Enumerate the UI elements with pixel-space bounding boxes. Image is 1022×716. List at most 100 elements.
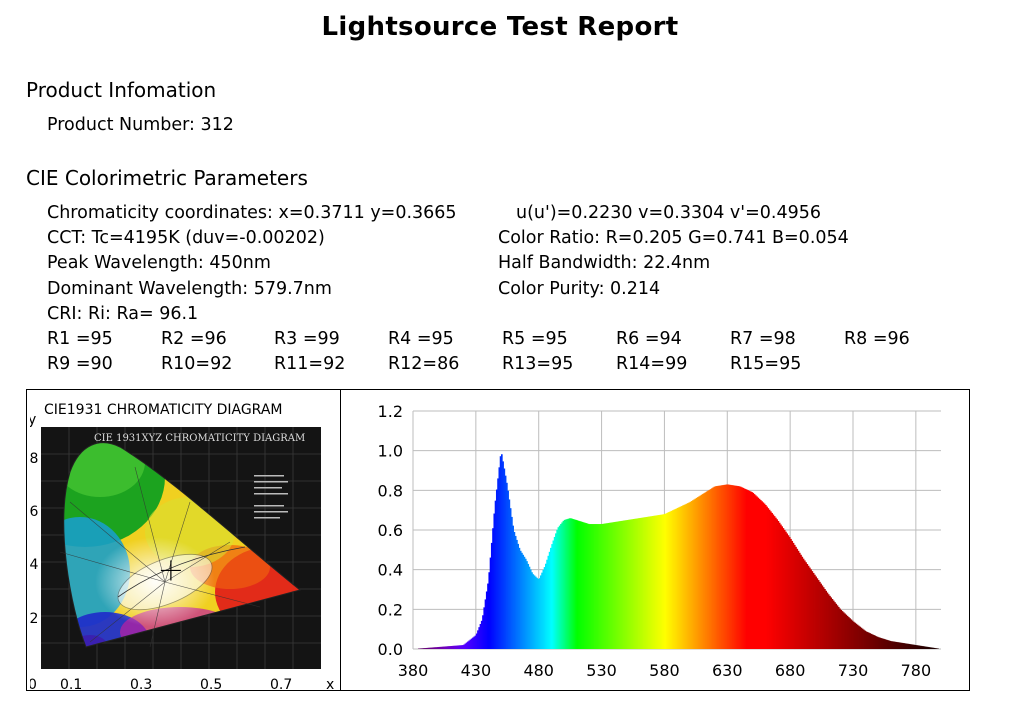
cie-x-tick: 0 — [30, 677, 37, 690]
spectrum-bar — [861, 628, 864, 649]
spectrum-bar — [576, 520, 579, 649]
spectrum-bar — [776, 519, 778, 649]
spectrum-bar — [591, 524, 594, 649]
spectrum-bar — [800, 554, 802, 649]
spectrum-bar — [817, 580, 820, 649]
spectrum-bar — [557, 527, 560, 649]
spectrum-bar — [433, 647, 435, 649]
spectrum-bar — [812, 572, 815, 649]
spectrum-bar — [771, 512, 773, 649]
ri-value: R11=92 — [274, 354, 346, 374]
spectrum-bar — [917, 645, 919, 649]
spectrum-bar — [630, 519, 633, 649]
spectrum-bar — [793, 544, 796, 650]
spectrum-bar — [733, 485, 736, 649]
spectrum-bar — [646, 516, 649, 649]
spectrum-bar — [698, 496, 701, 649]
spectrum-bar — [555, 533, 557, 649]
spectrum-bar — [788, 537, 791, 649]
spectrum-bar — [542, 569, 545, 649]
spectrum-bar — [914, 644, 917, 649]
spectrum-bar — [498, 467, 501, 649]
spectrum-bar — [599, 524, 601, 649]
chromaticity-coordinates: Chromaticity coordinates: x=0.3711 y=0.3… — [47, 203, 457, 223]
spectrum-bar — [866, 632, 869, 649]
spectrum-bar — [897, 642, 899, 649]
spectrum-bar — [702, 493, 704, 649]
spectrum-bar — [638, 518, 640, 649]
spectrum-bar — [751, 492, 753, 649]
spectrum-bar — [597, 524, 600, 649]
panel-divider — [340, 389, 341, 691]
ri-value: R14=99 — [616, 354, 688, 374]
spectrum-bar — [625, 520, 628, 649]
spectrum-bar — [922, 646, 924, 649]
spectrum-bar — [811, 571, 814, 649]
product-section-heading: Product Infomation — [26, 78, 217, 102]
y-tick-label: 0.0 — [378, 640, 403, 659]
spectrum-x-ticks: 380 430 480 530 580 630 680 730 780 — [398, 661, 931, 680]
spectrum-bar — [600, 524, 602, 649]
uv-coordinates: u(u')=0.2230 v=0.3304 v'=0.4956 — [516, 203, 821, 223]
spectrum-bar — [561, 522, 563, 649]
spectrum-bar — [827, 594, 830, 649]
spectrum-bar — [507, 490, 509, 649]
spectrum-bar — [425, 647, 428, 649]
spectrum-bar — [562, 520, 565, 649]
spectrum-bar — [626, 519, 629, 649]
spectrum-bar — [697, 497, 699, 649]
spectrum-bar — [874, 635, 877, 649]
cie-x-tick: 0.3 — [130, 677, 152, 690]
spectrum-bar — [428, 647, 430, 649]
spectrum-bar — [915, 645, 918, 649]
spectrum-bar — [709, 489, 712, 649]
spectrum-bar — [438, 646, 440, 649]
spectrum-bar — [865, 631, 868, 649]
spectrum-bar — [869, 633, 871, 649]
spectrum-bar — [732, 485, 734, 649]
spectrum-bar — [795, 546, 797, 649]
spectrum-bar — [765, 505, 767, 649]
spectrum-bar — [545, 563, 547, 649]
spectrum-bar — [858, 625, 860, 649]
spectrum-bar — [820, 583, 822, 649]
cie-y-tick: .6 — [30, 504, 38, 520]
spectrum-bar — [451, 645, 454, 649]
spectrum-bar — [878, 637, 880, 649]
spectrum-bar — [513, 531, 516, 649]
spectrum-bar — [519, 550, 522, 649]
spectrum-bar — [680, 506, 683, 649]
spectrum-bar — [614, 521, 616, 649]
spectrum-bar — [929, 647, 932, 649]
spectrum-bar — [488, 572, 491, 649]
spectrum-bar — [631, 519, 634, 649]
spectrum-bar — [864, 630, 866, 649]
spectrum-bar — [431, 647, 434, 649]
peak-wavelength: Peak Wavelength: 450nm — [47, 253, 271, 273]
spectrum-bar — [551, 544, 553, 649]
measured-point-marker — [160, 560, 181, 581]
spectrum-bar — [822, 587, 825, 649]
spectrum-bar — [444, 646, 447, 649]
spectrum-bar — [678, 507, 680, 649]
spectrum-bar — [935, 648, 938, 649]
spectrum-bar — [742, 487, 745, 649]
y-tick-label: 0.6 — [378, 521, 403, 540]
spectrum-bar — [726, 484, 728, 649]
spectrum-bar — [580, 521, 582, 649]
spectrum-bar — [690, 501, 693, 649]
spectrum-bar — [659, 514, 662, 649]
spectrum-bar — [660, 514, 663, 649]
spectrum-bar — [616, 521, 619, 649]
spectrum-bar — [419, 648, 421, 649]
spectrum-bar — [502, 461, 504, 649]
spectrum-bar — [472, 637, 474, 649]
spectrum-bar — [819, 581, 821, 649]
spectrum-bar — [620, 520, 623, 649]
spectrum-bar — [435, 647, 438, 649]
spectrum-bar — [571, 518, 574, 649]
spectrum-bar — [731, 485, 733, 649]
spectrum-bar — [568, 518, 571, 649]
spectrum-bar — [746, 489, 748, 649]
spectrum-bar — [483, 607, 486, 649]
